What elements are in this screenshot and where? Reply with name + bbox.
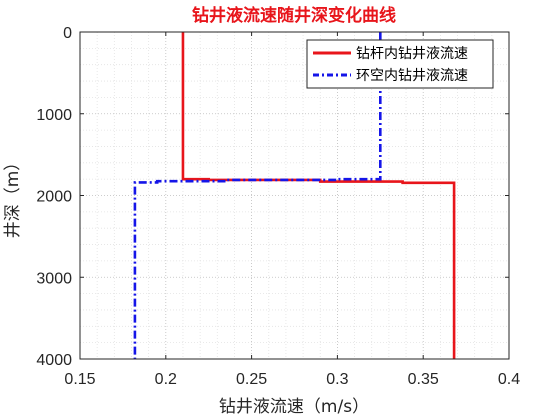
y-ticks: 0 1000 2000 3000 4000 (36, 25, 509, 369)
x-ticks: 0.15 0.2 0.25 0.3 0.35 0.4 (64, 32, 520, 388)
legend-label-drill-pipe: 钻杆内钻井液流速 (356, 46, 468, 62)
x-tick-label: 0.4 (498, 371, 520, 388)
legend: 钻杆内钻井液流速 环空内钻井液流速 (306, 39, 494, 89)
x-tick-label: 0.3 (326, 371, 348, 388)
y-tick-label: 1000 (36, 107, 72, 124)
x-tick-label: 0.35 (408, 371, 439, 388)
y-axis-label: 井深（m） (3, 154, 23, 239)
x-tick-label: 0.15 (64, 371, 95, 388)
series-line-annulus (133, 32, 382, 359)
chart-title: 钻井液流速随井深变化曲线 (192, 5, 396, 26)
x-axis-label: 钻井液流速（m/s） (219, 397, 369, 417)
legend-box (306, 39, 494, 89)
series-layer (133, 32, 456, 359)
y-tick-label: 2000 (36, 189, 72, 206)
x-tick-label: 0.2 (155, 371, 177, 388)
x-tick-label: 0.25 (236, 371, 267, 388)
y-tick-label: 4000 (36, 352, 72, 369)
legend-label-annulus: 环空内钻井液流速 (356, 68, 468, 84)
y-tick-label: 3000 (36, 270, 72, 287)
y-tick-label: 0 (63, 25, 72, 42)
